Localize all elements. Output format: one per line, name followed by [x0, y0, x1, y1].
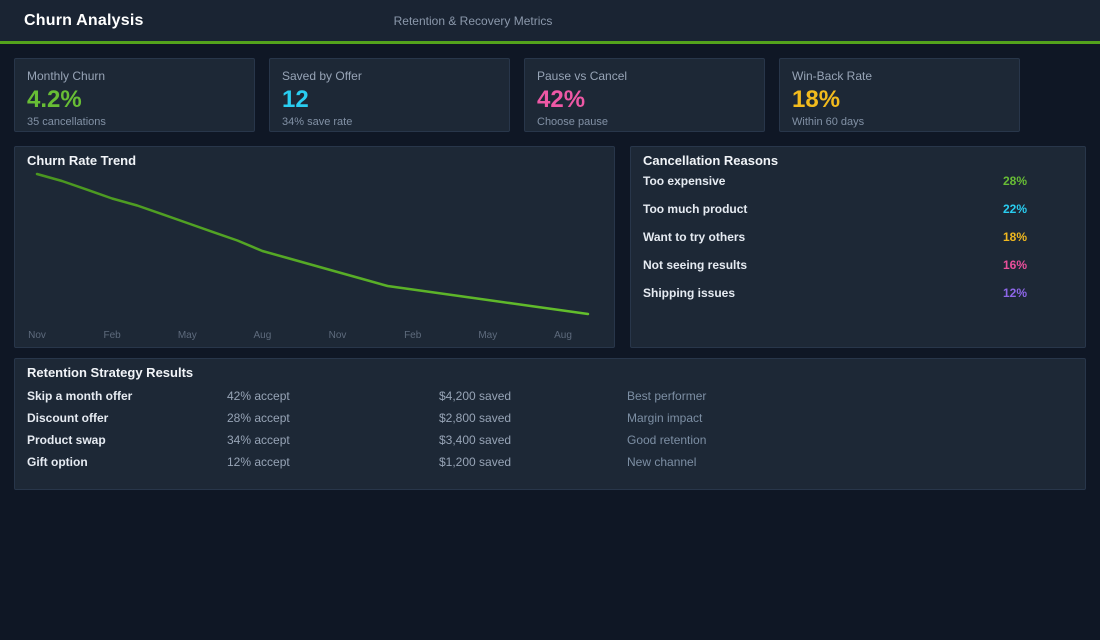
kpi-subtext: 34% save rate — [282, 116, 353, 128]
churn-trend-panel: Churn Rate Trend Nov Feb May Aug Nov Feb May Au… — [14, 146, 615, 348]
x-tick-label: Nov — [329, 330, 347, 341]
reason-percentage: 22% — [1002, 202, 1027, 216]
cancellation-reasons-title: Cancellation Reasons — [643, 153, 779, 168]
reason-label: Too expensive — [643, 174, 726, 188]
strategy-table: Skip a month offer 42% accept $4,200 sav… — [27, 385, 1073, 473]
reason-row-not-seeing-results: Not seeing results 16% — [643, 251, 1027, 279]
page-title: Churn Analysis — [24, 11, 144, 29]
kpi-card-monthly-churn: Monthly Churn 4.2% 35 cancellations — [14, 58, 255, 132]
x-tick-label: Nov — [28, 330, 46, 341]
kpi-label: Monthly Churn — [27, 69, 106, 83]
kpi-value: 42% — [537, 86, 586, 113]
strategy-name: Discount offer — [27, 411, 109, 425]
strategy-amount-saved: $3,400 saved — [439, 433, 512, 447]
cancellation-reasons-panel: Cancellation Reasons Too expensive 28% T… — [630, 146, 1086, 348]
kpi-subtext: 35 cancellations — [27, 116, 106, 128]
kpi-label: Win-Back Rate — [792, 69, 873, 83]
churn-trend-line — [35, 172, 590, 316]
kpi-value: 18% — [792, 86, 841, 113]
strategy-note: Best performer — [627, 389, 707, 403]
strategy-row-gift-option: Gift option 12% accept $1,200 saved New … — [27, 451, 1073, 473]
retention-strategy-panel: Retention Strategy Results Skip a month … — [14, 358, 1086, 490]
strategy-amount-saved: $1,200 saved — [439, 455, 512, 469]
kpi-subtext: Choose pause — [537, 116, 608, 128]
strategy-name: Skip a month offer — [27, 389, 133, 403]
strategy-note: Good retention — [627, 433, 707, 447]
page-subtitle: Retention & Recovery Metrics — [393, 13, 553, 28]
x-tick-label: May — [478, 330, 497, 341]
x-tick-label: Aug — [254, 330, 272, 341]
churn-trend-title: Churn Rate Trend — [27, 153, 137, 168]
strategy-row-discount-offer: Discount offer 28% accept $2,800 saved M… — [27, 407, 1073, 429]
kpi-row: Monthly Churn 4.2% 35 cancellations Save… — [14, 58, 1020, 132]
strategy-row-product-swap: Product swap 34% accept $3,400 saved Goo… — [27, 429, 1073, 451]
reason-row-too-expensive: Too expensive 28% — [643, 167, 1027, 195]
reason-row-want-to-try-others: Want to try others 18% — [643, 223, 1027, 251]
reason-row-shipping-issues: Shipping issues 12% — [643, 279, 1027, 307]
reason-label: Too much product — [643, 202, 748, 216]
x-tick-label: May — [178, 330, 197, 341]
reason-label: Not seeing results — [643, 258, 748, 272]
strategy-accept-rate: 12% accept — [227, 455, 290, 469]
reason-list: Too expensive 28% Too much product 22% W… — [643, 167, 1027, 307]
strategy-accept-rate: 28% accept — [227, 411, 290, 425]
kpi-card-pause-vs-cancel: Pause vs Cancel 42% Choose pause — [524, 58, 765, 132]
reason-label: Shipping issues — [643, 286, 736, 300]
app-header: Churn Analysis Retention & Recovery Metr… — [0, 0, 1100, 44]
kpi-label: Saved by Offer — [282, 69, 362, 83]
strategy-accept-rate: 34% accept — [227, 433, 290, 447]
kpi-label: Pause vs Cancel — [537, 69, 628, 83]
strategy-accept-rate: 42% accept — [227, 389, 290, 403]
strategy-note: New channel — [627, 455, 697, 469]
kpi-subtext: Within 60 days — [792, 116, 865, 128]
strategy-row-skip-a-month-offer: Skip a month offer 42% accept $4,200 sav… — [27, 385, 1073, 407]
reason-percentage: 12% — [1002, 286, 1027, 300]
strategy-name: Product swap — [27, 433, 106, 447]
x-tick-label: Feb — [103, 330, 121, 341]
strategy-amount-saved: $2,800 saved — [439, 411, 512, 425]
strategy-amount-saved: $4,200 saved — [439, 389, 512, 403]
reason-percentage: 18% — [1002, 230, 1027, 244]
kpi-value: 12 — [282, 86, 309, 113]
x-tick-label: Aug — [554, 330, 572, 341]
reason-percentage: 16% — [1002, 258, 1027, 272]
kpi-card-win-back-rate: Win-Back Rate 18% Within 60 days — [779, 58, 1020, 132]
kpi-value: 4.2% — [27, 86, 82, 113]
reason-percentage: 28% — [1002, 174, 1027, 188]
reason-label: Want to try others — [643, 230, 746, 244]
x-tick-label: Feb — [404, 330, 422, 341]
churn-trend-chart: Nov Feb May Aug Nov Feb May Aug — [28, 172, 590, 341]
retention-strategy-title: Retention Strategy Results — [27, 365, 194, 380]
strategy-note: Margin impact — [627, 411, 703, 425]
kpi-card-saved-by-offer: Saved by Offer 12 34% save rate — [269, 58, 510, 132]
reason-row-too-much-product: Too much product 22% — [643, 195, 1027, 223]
strategy-name: Gift option — [27, 455, 88, 469]
